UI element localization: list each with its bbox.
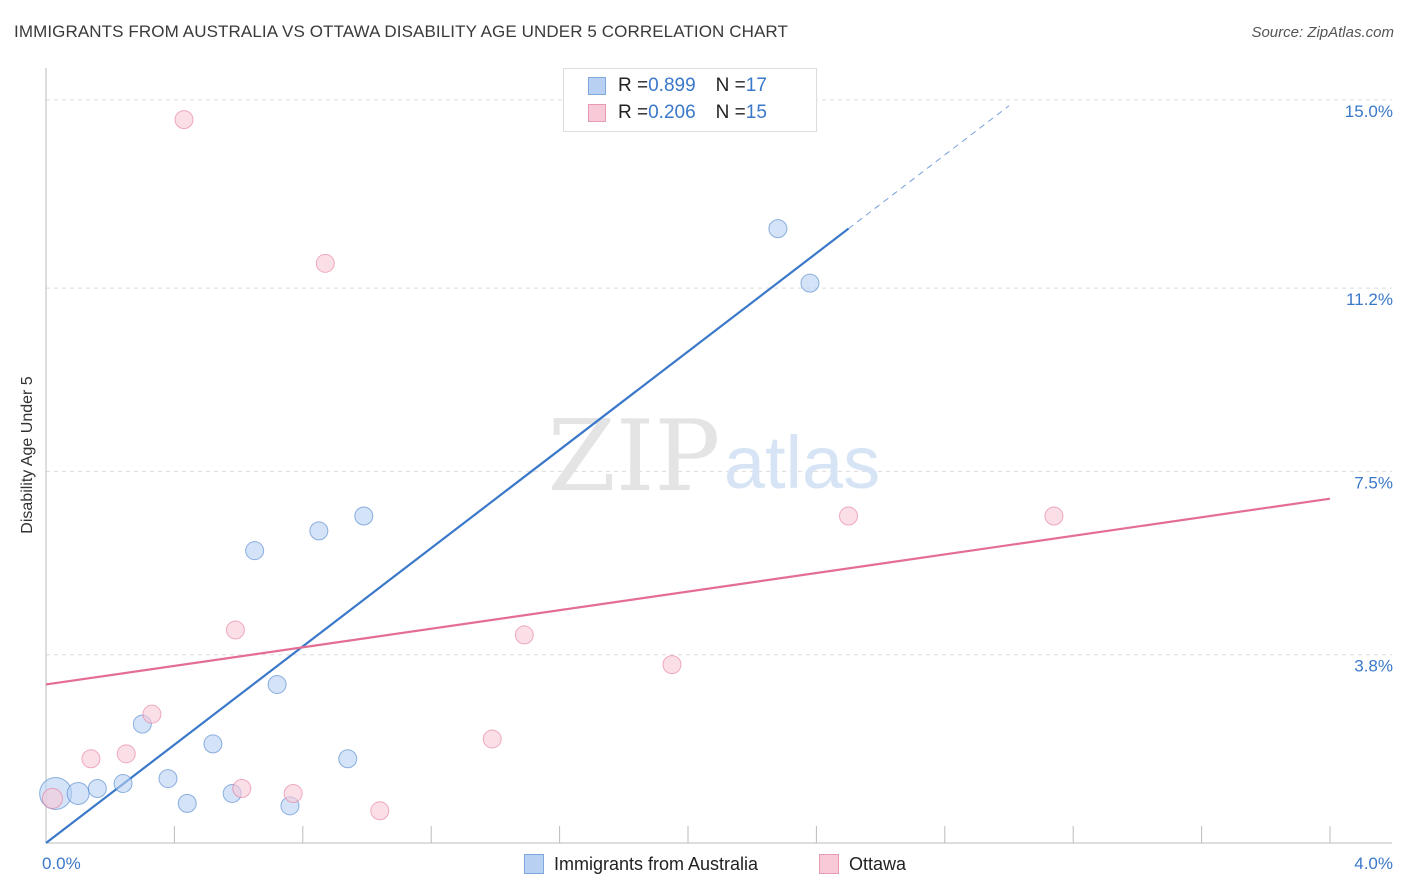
y-tick-label: 15.0% xyxy=(1345,102,1393,121)
ottawa-point xyxy=(514,625,534,645)
bottom-legend-label-ottawa: Ottawa xyxy=(849,853,907,874)
australia-point xyxy=(800,273,820,293)
ottawa-point xyxy=(662,655,682,675)
source-credit: Source: ZipAtlas.com xyxy=(1251,24,1394,41)
correlation-legend: R = 0.899 N = 17 R = 0.206 N = 15 xyxy=(563,68,817,132)
ottawa-point xyxy=(283,783,303,803)
ottawa-point xyxy=(116,744,136,764)
tick-labels: 3.8% 7.5% 11.2% 15.0% 0.0% 4.0% xyxy=(42,102,1393,873)
gridlines xyxy=(46,99,1392,656)
bottom-legend-australia: Immigrants from Australia xyxy=(524,852,758,876)
legend-row-ottawa: R = 0.206 N = 15 xyxy=(588,100,767,126)
watermark: ZIP atlas xyxy=(548,400,881,514)
y-axis-label: Disability Age Under 5 xyxy=(19,376,36,534)
legend-n-value: 17 xyxy=(745,75,767,96)
australia-point xyxy=(338,749,358,769)
legend-swatch-australia xyxy=(588,77,606,95)
legend-n-label: N = xyxy=(715,75,746,96)
bottom-legend-swatch-australia xyxy=(524,854,544,874)
y-tick-label: 7.5% xyxy=(1354,473,1393,492)
ottawa-point xyxy=(81,749,101,769)
x-tick-label: 0.0% xyxy=(42,854,81,873)
ottawa-point xyxy=(142,704,162,724)
ottawa-point xyxy=(315,253,335,273)
ottawa-point xyxy=(41,787,63,809)
legend-row-australia: R = 0.899 N = 17 xyxy=(588,73,767,99)
australia-point xyxy=(66,781,90,805)
australia-point xyxy=(245,541,265,561)
trend-lines xyxy=(45,105,1331,844)
legend-r-value: 0.206 xyxy=(648,102,696,123)
australia-point xyxy=(177,793,197,813)
australia-point xyxy=(768,219,788,239)
ottawa-point xyxy=(174,110,194,130)
ottawa-point xyxy=(232,779,252,798)
x-tick-label: 4.0% xyxy=(1354,854,1393,873)
ottawa-point xyxy=(1044,506,1064,526)
australia-point xyxy=(113,774,133,794)
legend-r-label: R = xyxy=(618,75,649,96)
ottawa-point xyxy=(482,729,502,749)
ottawa-point xyxy=(839,506,858,526)
axes xyxy=(45,68,1392,844)
australia-point xyxy=(158,769,178,789)
legend-r-value: 0.899 xyxy=(648,75,696,96)
trend-line-1 xyxy=(45,497,1331,686)
legend-n-label: N = xyxy=(715,102,746,123)
australia-point xyxy=(354,506,374,526)
bottom-legend-swatch-ottawa xyxy=(819,854,839,874)
australia-point xyxy=(309,521,329,541)
bottom-legend-ottawa: Ottawa xyxy=(819,852,906,876)
trend-extension-0 xyxy=(848,105,1010,230)
chart-title: IMMIGRANTS FROM AUSTRALIA VS OTTAWA DISA… xyxy=(14,22,788,41)
australia-point xyxy=(87,779,107,798)
bottom-legend-label-australia: Immigrants from Australia xyxy=(554,853,759,874)
australia-point xyxy=(203,734,223,754)
trend-line-0 xyxy=(45,227,850,844)
ottawa-point xyxy=(370,801,390,821)
ottawa-point xyxy=(225,620,245,640)
y-tick-label: 11.2% xyxy=(1346,290,1393,309)
australia-point xyxy=(267,674,287,694)
legend-swatch-ottawa xyxy=(588,104,606,122)
y-tick-label: 3.8% xyxy=(1354,657,1393,676)
watermark-atlas: atlas xyxy=(724,421,880,504)
legend-r-label: R = xyxy=(618,102,649,123)
data-points xyxy=(39,110,1064,821)
watermark-zip: ZIP xyxy=(548,400,721,514)
legend-n-value: 15 xyxy=(745,102,767,123)
